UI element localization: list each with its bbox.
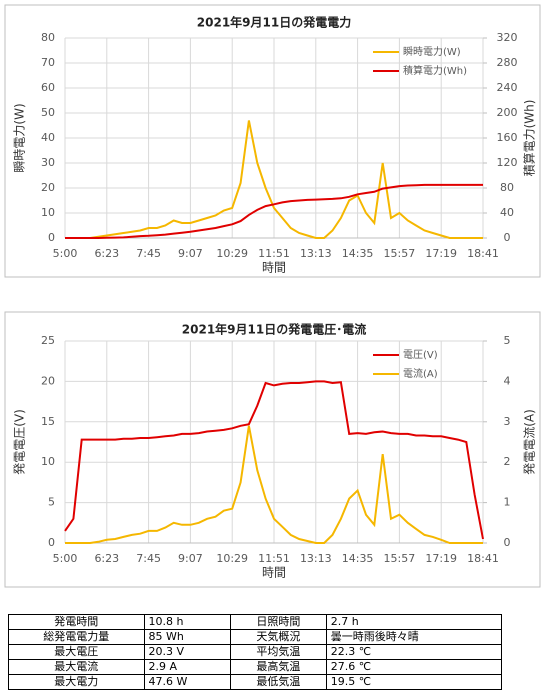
x-tick-label: 9:07 [178,247,203,260]
y2-tick-label: 120 [497,156,518,169]
legend-label: 電流(A) [403,367,438,380]
y-tick-label: 50 [41,106,55,119]
x-tick-label: 17:19 [425,552,457,565]
table-value: 曇一時雨後時々晴 [325,629,503,645]
x-tick-label: 14:35 [342,552,374,565]
y2-axis-label: 積算電力(Wh) [522,100,537,177]
table-key: 平均気温 [229,644,327,660]
x-tick-label: 11:51 [258,247,290,260]
x-tick-label: 15:57 [384,247,416,260]
y2-tick-label: 80 [500,181,514,194]
y2-tick-label: 240 [497,81,518,94]
y-tick-label: 25 [41,334,55,347]
table-row: 発電時間 10.8 h 日照時間 2.7 h [8,614,503,630]
table-value: 2.9 A [143,659,231,675]
y-tick-label: 30 [41,156,55,169]
y-tick-label: 70 [41,56,55,69]
table-key: 総発電電力量 [8,629,145,645]
y2-tick-label: 280 [497,56,518,69]
table-key: 最高気温 [229,659,327,675]
table-key: 発電時間 [8,614,145,630]
legend-label: 瞬時電力(W) [403,45,461,58]
chart-frame [4,311,541,588]
x-tick-label: 18:41 [467,552,499,565]
y2-tick-label: 40 [500,206,514,219]
charts: 2021年9月11日の発電電力 5:00 6:23 7:45 9:07 10:29 11:5… [4,4,541,588]
x-tick-label: 14:35 [342,247,374,260]
table-key: 天気概況 [229,629,327,645]
table-value: 22.3 ℃ [325,644,503,660]
table-value: 2.7 h [325,614,503,630]
table-key: 最大電流 [8,659,145,675]
table-value: 47.6 W [143,674,231,690]
y2-tick-label: 5 [504,334,511,347]
series-line [64,380,484,540]
chart-title: 2021年9月11日の発電電圧･電流 [182,322,366,337]
y-tick-label: 80 [41,31,55,44]
x-tick-label: 13:13 [300,247,332,260]
table-key: 最大電力 [8,674,145,690]
y2-tick-label: 1 [504,496,511,509]
x-axis-label: 時間 [262,261,286,275]
chart-frame [4,4,541,278]
y-tick-label: 40 [41,131,55,144]
x-tick-label: 10:29 [216,552,248,565]
summary-table: 発電時間 10.8 h 日照時間 2.7 h 総発電電力量 85 Wh 天気概況 曇一時雨後時… [8,614,503,690]
y2-tick-label: 0 [504,231,511,244]
x-tick-label: 5:00 [53,247,78,260]
y-tick-label: 15 [41,415,55,428]
table-row: 最大電流 2.9 A 最高気温 27.6 ℃ [8,659,503,675]
x-tick-label: 11:51 [258,552,290,565]
y-axis-label: 発電電圧(V) [13,409,27,475]
x-tick-label: 17:19 [425,247,457,260]
y2-tick-label: 2 [504,455,511,468]
table-value: 27.6 ℃ [325,659,503,675]
table-key: 最低気温 [229,674,327,690]
table-key: 日照時間 [229,614,327,630]
series-line [65,183,483,239]
x-tick-label: 5:00 [53,552,78,565]
y2-tick-label: 200 [497,106,518,119]
y-tick-label: 10 [41,455,55,468]
y2-tick-label: 4 [504,374,511,387]
x-tick-label: 9:07 [178,552,203,565]
table-value: 10.8 h [143,614,231,630]
x-tick-label: 6:23 [94,552,119,565]
y2-tick-label: 3 [504,415,511,428]
x-axis-label: 時間 [262,566,286,580]
series-line [65,425,483,544]
y-axis-label: 瞬時電力(W) [13,103,27,172]
y-tick-label: 20 [41,181,55,194]
series-line [65,120,483,239]
x-tick-label: 18:41 [467,247,499,260]
y2-tick-label: 160 [497,131,518,144]
y-tick-label: 20 [41,374,55,387]
x-tick-label: 7:45 [136,247,161,260]
y-tick-label: 5 [48,496,55,509]
y-tick-label: 60 [41,81,55,94]
chart-title: 2021年9月11日の発電電力 [197,15,351,30]
x-tick-label: 7:45 [136,552,161,565]
table-row: 最大電圧 20.3 V 平均気温 22.3 ℃ [8,644,503,660]
legend-label: 電圧(V) [403,349,438,361]
x-tick-label: 13:13 [300,552,332,565]
table-value: 20.3 V [143,644,231,660]
x-tick-label: 15:57 [384,552,416,565]
table-row: 総発電電力量 85 Wh 天気概況 曇一時雨後時々晴 [8,629,503,645]
table-row: 最大電力 47.6 W 最低気温 19.5 ℃ [8,674,503,690]
y2-tick-label: 0 [504,536,511,549]
legend-label: 積算電力(Wh) [403,64,467,77]
x-tick-label: 6:23 [94,247,119,260]
x-tick-label: 10:29 [216,247,248,260]
y2-axis-label: 発電電流(A) [523,409,537,475]
y-tick-label: 10 [41,206,55,219]
table-key: 最大電圧 [8,644,145,660]
y-tick-label: 0 [48,231,55,244]
table-value: 19.5 ℃ [325,674,503,690]
y2-tick-label: 320 [497,31,518,44]
table-value: 85 Wh [143,629,231,645]
y-tick-label: 0 [48,536,55,549]
